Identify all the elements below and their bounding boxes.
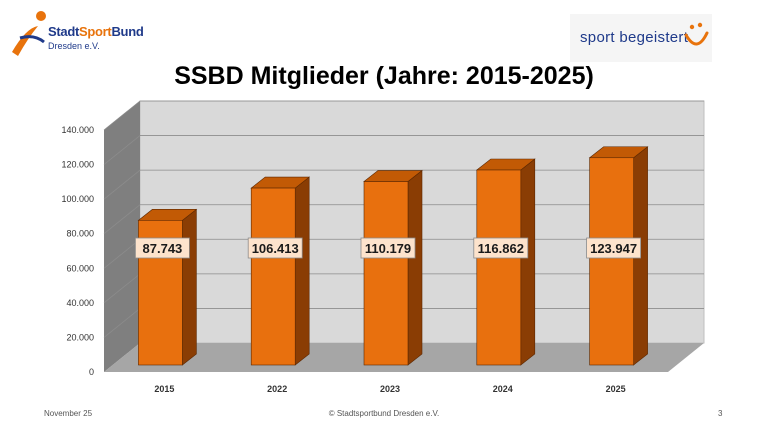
x-tick-label: 2015 <box>154 384 174 394</box>
runner-logo-icon <box>12 11 46 56</box>
x-tick-label: 2022 <box>267 384 287 394</box>
bar-2022 <box>250 187 296 366</box>
sport-begeistert-logo: sport begeistert <box>570 14 712 62</box>
bar-2025 <box>589 157 634 366</box>
data-label: 123.947 <box>590 241 637 256</box>
org-name: StadtSportBund <box>48 24 144 39</box>
y-tick-label: 40.000 <box>66 298 94 308</box>
gridline <box>103 135 704 165</box>
footer-copyright: © Stadtsportbund Dresden e.V. <box>328 409 440 418</box>
bar-2024 <box>476 169 522 366</box>
data-label: 116.862 <box>478 241 524 256</box>
x-tick-label: 2025 <box>606 384 626 394</box>
y-tick-label: 140.000 <box>61 125 94 135</box>
gridline <box>103 100 704 131</box>
bar-2023 <box>363 181 409 366</box>
stadtsportbund-logo: StadtSportBund Dresden e.V. <box>8 8 148 58</box>
data-label-box <box>586 237 641 259</box>
bar-side <box>407 169 423 366</box>
bar-side <box>520 158 536 366</box>
data-label: 106.413 <box>252 241 299 256</box>
org-subtitle: Dresden e.V. <box>48 41 100 51</box>
footer-date: November 25 <box>44 409 93 418</box>
data-label-box <box>473 237 529 259</box>
y-tick-label: 60.000 <box>66 263 94 273</box>
x-tick-label: 2023 <box>380 384 400 394</box>
slogan-text: sport begeistert <box>580 29 689 46</box>
data-label-box <box>360 237 416 259</box>
x-tick-label: 2024 <box>493 384 513 394</box>
smiley-icon <box>684 22 709 46</box>
data-label: 110.179 <box>365 241 411 256</box>
y-tick-label: 120.000 <box>61 160 94 170</box>
y-tick-label: 0 <box>89 367 94 377</box>
data-label-box <box>134 237 190 259</box>
bar-side <box>182 208 197 366</box>
bar-side <box>294 176 310 366</box>
y-tick-label: 20.000 <box>66 332 94 342</box>
chart-side-wall <box>104 101 140 372</box>
y-tick-label: 80.000 <box>66 229 94 239</box>
page-number: 3 <box>718 409 723 418</box>
chart-title: SSBD Mitglieder (Jahre: 2015-2025) <box>174 62 594 90</box>
data-label-box <box>247 237 303 259</box>
data-label: 87.743 <box>143 241 183 256</box>
y-tick-label: 100.000 <box>61 194 94 204</box>
